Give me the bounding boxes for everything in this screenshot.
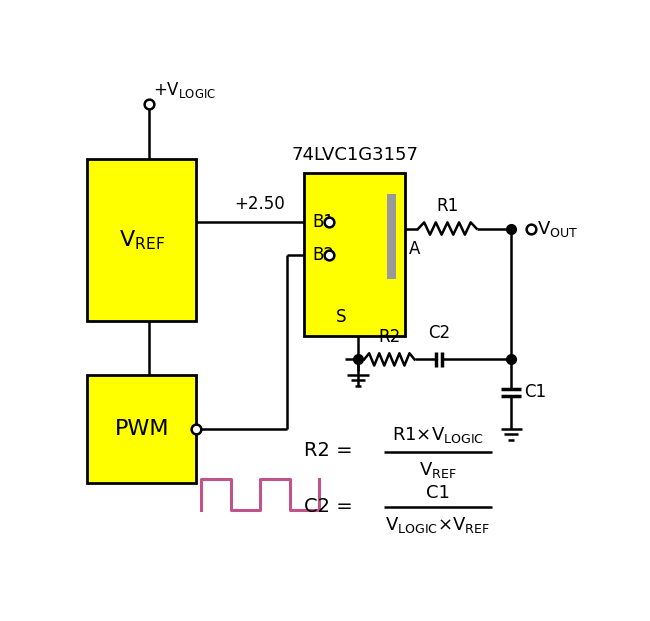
Text: PWM: PWM — [114, 419, 169, 438]
Text: C2 =: C2 = — [304, 497, 352, 517]
Text: R2 =: R2 = — [304, 441, 352, 460]
Text: C1: C1 — [524, 383, 546, 401]
Bar — [88, 159, 196, 321]
Text: R1×V$_{\mathregular{LOGIC}}$: R1×V$_{\mathregular{LOGIC}}$ — [392, 425, 484, 445]
Text: S: S — [335, 308, 346, 326]
Text: C2: C2 — [428, 325, 450, 342]
Bar — [387, 194, 396, 279]
Text: +V$_{\mathregular{LOGIC}}$: +V$_{\mathregular{LOGIC}}$ — [153, 80, 216, 100]
Text: R2: R2 — [378, 327, 400, 345]
Bar — [304, 173, 405, 337]
Bar — [88, 375, 196, 483]
Text: +2.50: +2.50 — [234, 195, 285, 213]
Text: B2: B2 — [312, 247, 334, 265]
Text: V$_{\mathregular{LOGIC}}$×V$_{\mathregular{REF}}$: V$_{\mathregular{LOGIC}}$×V$_{\mathregul… — [385, 515, 490, 535]
Text: V$_{\mathregular{REF}}$: V$_{\mathregular{REF}}$ — [119, 229, 164, 252]
Text: V$_{\mathregular{REF}}$: V$_{\mathregular{REF}}$ — [419, 460, 456, 479]
Text: R1: R1 — [436, 197, 458, 215]
Text: V$_{\mathregular{OUT}}$: V$_{\mathregular{OUT}}$ — [537, 219, 578, 238]
Text: 74LVC1G3157: 74LVC1G3157 — [291, 146, 419, 164]
Text: B1: B1 — [312, 214, 334, 232]
Text: A: A — [409, 240, 421, 258]
Text: C1: C1 — [426, 484, 450, 502]
